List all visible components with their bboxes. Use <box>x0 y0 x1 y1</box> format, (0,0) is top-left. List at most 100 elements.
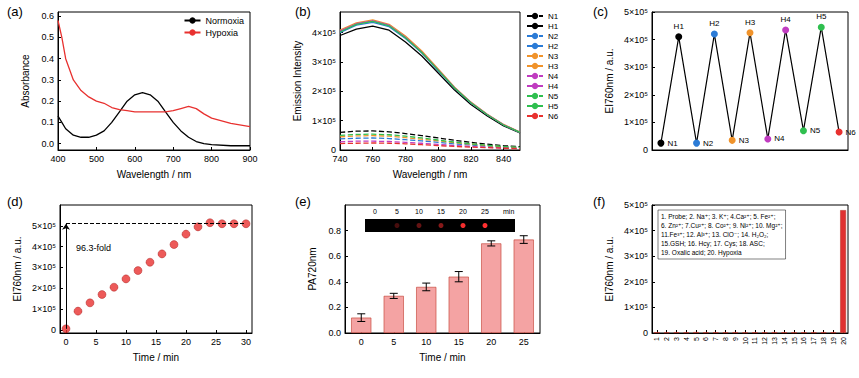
svg-text:2: 2 <box>663 337 670 341</box>
svg-text:N5: N5 <box>810 126 821 135</box>
svg-text:0.0: 0.0 <box>41 139 54 149</box>
svg-text:15: 15 <box>791 337 798 345</box>
svg-text:H3: H3 <box>745 18 756 27</box>
svg-text:0.8: 0.8 <box>328 226 341 236</box>
svg-text:19: 19 <box>830 337 837 345</box>
svg-text:25: 25 <box>519 337 529 347</box>
svg-text:3: 3 <box>673 337 680 341</box>
svg-text:1×10⁵: 1×10⁵ <box>624 117 648 127</box>
svg-text:4×10⁵: 4×10⁵ <box>312 28 336 38</box>
svg-text:0: 0 <box>643 145 648 155</box>
svg-text:N3: N3 <box>548 52 559 61</box>
svg-text:4×10⁵: 4×10⁵ <box>32 242 56 252</box>
svg-text:H2: H2 <box>548 42 559 51</box>
svg-text:10: 10 <box>121 337 131 347</box>
svg-text:H3: H3 <box>548 62 559 71</box>
svg-text:600: 600 <box>127 154 142 164</box>
svg-text:Hypoxia: Hypoxia <box>205 28 238 38</box>
svg-text:N2: N2 <box>548 32 559 41</box>
svg-text:16: 16 <box>800 337 807 345</box>
svg-text:N1: N1 <box>667 139 678 148</box>
svg-text:N6: N6 <box>548 112 559 121</box>
svg-text:(c): (c) <box>593 4 608 19</box>
svg-text:H5: H5 <box>548 102 559 111</box>
svg-text:0.2: 0.2 <box>41 96 54 106</box>
svg-text:400: 400 <box>50 154 65 164</box>
svg-text:0: 0 <box>373 208 377 215</box>
svg-text:0: 0 <box>643 328 648 338</box>
svg-text:820: 820 <box>463 154 478 164</box>
svg-text:740: 740 <box>332 154 347 164</box>
svg-text:25: 25 <box>211 337 221 347</box>
svg-text:0.3: 0.3 <box>41 75 54 85</box>
svg-text:6. Zn²⁺; 7.Cu²⁺; 8. Co²⁺; 9. N: 6. Zn²⁺; 7.Cu²⁺; 8. Co²⁺; 9. Ni²⁺; 10. M… <box>661 222 783 230</box>
svg-text:(e): (e) <box>295 194 311 209</box>
svg-text:H4: H4 <box>781 15 792 24</box>
svg-text:3×10⁵: 3×10⁵ <box>624 62 648 72</box>
svg-text:15: 15 <box>437 208 445 215</box>
svg-text:7: 7 <box>712 337 719 341</box>
svg-text:760: 760 <box>365 154 380 164</box>
svg-text:10: 10 <box>415 208 423 215</box>
svg-text:0: 0 <box>51 325 56 335</box>
svg-text:PA720nm: PA720nm <box>307 247 318 290</box>
svg-text:10: 10 <box>742 337 749 345</box>
svg-text:96.3-fold: 96.3-fold <box>76 243 111 253</box>
svg-text:5×10⁵: 5×10⁵ <box>32 221 56 231</box>
svg-text:900: 900 <box>242 154 257 164</box>
svg-text:3×10⁵: 3×10⁵ <box>312 57 336 67</box>
svg-text:20: 20 <box>840 337 847 345</box>
svg-text:5: 5 <box>693 337 700 341</box>
svg-text:8: 8 <box>722 337 729 341</box>
svg-text:H5: H5 <box>816 12 827 21</box>
svg-text:min: min <box>503 208 514 215</box>
svg-text:0.6: 0.6 <box>328 251 341 261</box>
svg-text:20: 20 <box>459 208 467 215</box>
svg-text:30: 30 <box>241 337 251 347</box>
svg-text:12: 12 <box>761 337 768 345</box>
svg-text:2×10⁵: 2×10⁵ <box>32 283 56 293</box>
svg-text:1. Probe; 2. Na⁺; 3. K⁺; 4.Ca²: 1. Probe; 2. Na⁺; 3. K⁺; 4.Ca²⁺; 5. Fe²⁺… <box>661 213 776 220</box>
svg-text:EI760nm / a.u.: EI760nm / a.u. <box>604 236 615 301</box>
svg-text:Wavelength / nm: Wavelength / nm <box>117 169 192 180</box>
svg-text:10: 10 <box>421 337 431 347</box>
svg-text:3×10⁵: 3×10⁵ <box>624 251 648 261</box>
svg-text:0.2: 0.2 <box>328 302 341 312</box>
svg-text:0: 0 <box>359 337 364 347</box>
svg-text:3×10⁵: 3×10⁵ <box>32 262 56 272</box>
svg-text:0.1: 0.1 <box>41 117 54 127</box>
svg-text:H1: H1 <box>674 22 685 31</box>
svg-text:780: 780 <box>398 154 413 164</box>
svg-text:0: 0 <box>63 337 68 347</box>
svg-text:Normoxia: Normoxia <box>205 16 244 26</box>
svg-text:Time / min: Time / min <box>133 352 179 363</box>
svg-text:15: 15 <box>454 337 464 347</box>
svg-text:11.Fe³⁺; 12. Al³⁺; 13. ClO⁻; 1: 11.Fe³⁺; 12. Al³⁺; 13. ClO⁻; 14. H₂O₂; <box>661 231 769 238</box>
svg-text:840: 840 <box>496 154 511 164</box>
svg-text:18: 18 <box>820 337 827 345</box>
svg-text:6: 6 <box>702 337 709 341</box>
svg-text:1×10⁵: 1×10⁵ <box>624 302 648 312</box>
svg-text:N2: N2 <box>703 139 714 148</box>
svg-text:15: 15 <box>151 337 161 347</box>
svg-text:H1: H1 <box>548 22 559 31</box>
svg-text:4×10⁵: 4×10⁵ <box>624 35 648 45</box>
svg-text:Emission Intensity: Emission Intensity <box>292 41 303 122</box>
svg-text:700: 700 <box>166 154 181 164</box>
svg-text:19. Oxalic acid; 20. Hypoxia: 19. Oxalic acid; 20. Hypoxia <box>661 249 742 257</box>
svg-text:800: 800 <box>431 154 446 164</box>
svg-text:N4: N4 <box>548 72 559 81</box>
svg-text:N1: N1 <box>548 12 559 21</box>
svg-text:1×10⁵: 1×10⁵ <box>32 304 56 314</box>
svg-text:0.0: 0.0 <box>328 328 341 338</box>
svg-text:Wavelength / nm: Wavelength / nm <box>393 169 468 180</box>
svg-text:N4: N4 <box>774 134 785 143</box>
svg-text:20: 20 <box>486 337 496 347</box>
svg-text:4: 4 <box>683 337 690 341</box>
svg-text:EI760nm / a.u.: EI760nm / a.u. <box>12 236 23 301</box>
svg-text:N5: N5 <box>548 92 559 101</box>
svg-text:5×10⁵: 5×10⁵ <box>624 200 648 210</box>
svg-text:17: 17 <box>810 337 817 345</box>
svg-text:1×10⁵: 1×10⁵ <box>312 116 336 126</box>
svg-text:0.6: 0.6 <box>41 11 54 21</box>
